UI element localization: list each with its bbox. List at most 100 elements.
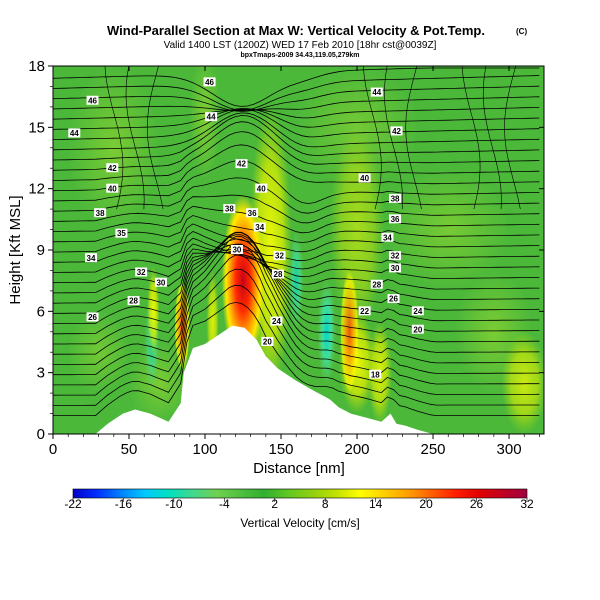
theta-contour-line: [504, 66, 521, 210]
theta-contour-line: [53, 205, 540, 234]
theta-contour-label-box: [223, 204, 236, 214]
theta-contour-label: 28: [274, 270, 283, 279]
theta-contour-line: [53, 108, 540, 140]
theta-contour-label-box: [154, 277, 167, 287]
theta-contour-label: 36: [391, 215, 400, 224]
plot-area: 46 46 44 44 44 42 42 42 40 40 40 38 38 38 36 36 35 34 34 34…: [53, 66, 544, 434]
theta-contour-label-box: [135, 267, 148, 277]
theta-contour-label-box: [127, 296, 140, 306]
velocity-blob: [288, 229, 304, 332]
theta-contour-label-box: [381, 232, 394, 242]
theta-contour-line: [53, 177, 540, 214]
velocity-blob: [147, 266, 160, 357]
theta-contour-line: [53, 238, 540, 325]
theta-contours: [53, 66, 540, 417]
theta-contour-label: 38: [391, 194, 400, 203]
colorbar-label: Vertical Velocity [cm/s]: [240, 516, 359, 530]
y-tick-label: 12: [28, 181, 45, 198]
colorbar-tick-label: -22: [64, 497, 82, 511]
theta-contour-label: 28: [372, 280, 381, 289]
theta-contour-line: [53, 215, 540, 243]
velocity-blob: [387, 168, 510, 291]
y-tick-label: 0: [37, 426, 45, 443]
theta-contour-labels: 46 46 44 44 44 42 42 42 40 40 40 38 38 38 36 36 35 34 34 34…: [68, 77, 424, 379]
theta-contour-label-box: [390, 126, 403, 136]
theta-contour-label-box: [86, 95, 99, 105]
theta-contour-line: [461, 66, 481, 210]
theta-contour-line: [53, 67, 540, 107]
theta-contour-label: 44: [70, 129, 79, 138]
theta-contour-label: 18: [371, 370, 380, 379]
y-tick-label: 3: [37, 365, 45, 382]
chart-title-mark: (C): [516, 27, 527, 36]
theta-contour-label: 20: [263, 338, 272, 347]
theta-contour-label: 46: [205, 78, 214, 87]
theta-contour-line: [53, 232, 540, 355]
y-tick-label: 18: [28, 58, 45, 75]
theta-contour-label: 20: [413, 325, 422, 334]
theta-contour-line: [53, 160, 540, 204]
theta-contour-label: 28: [129, 297, 138, 306]
theta-contour-line: [104, 66, 124, 210]
theta-contour-label: 40: [108, 184, 117, 193]
theta-contour-label-box: [411, 324, 424, 334]
colorbar-tick-label: -10: [165, 497, 183, 511]
colorbar-tick-label: 2: [271, 497, 278, 511]
theta-contour-label-box: [115, 228, 128, 238]
theta-contour-label-box: [273, 251, 286, 261]
terrain-profile: [53, 325, 434, 434]
theta-contour-label-box: [68, 128, 81, 138]
theta-contour-label: 30: [391, 264, 400, 273]
theta-contour-label: 38: [225, 205, 234, 214]
x-axis: 0 50 100 150 200 250 300: [49, 66, 540, 458]
theta-contour-label-box: [370, 279, 383, 289]
x-tick-label: 250: [421, 441, 446, 458]
theta-contour-line: [53, 112, 540, 151]
theta-contour-label: 40: [360, 174, 369, 183]
theta-contour-label-box: [389, 193, 402, 203]
theta-contour-label-box: [253, 222, 266, 232]
theta-contour-line: [53, 194, 540, 224]
velocity-blob: [296, 66, 418, 189]
theta-contour-label-box: [389, 263, 402, 273]
theta-contour-label-box: [387, 294, 400, 304]
theta-contour-label-box: [106, 183, 119, 193]
theta-contour-label: 42: [237, 160, 246, 169]
theta-contour-label: 44: [207, 113, 216, 122]
theta-contour-line: [53, 231, 540, 263]
theta-contour-label: 42: [392, 127, 401, 136]
chart-subtitle-2: bpxTmaps-2009 34.43,119.05,279km: [240, 52, 359, 59]
colorbar: [72, 488, 528, 499]
velocity-blob: [501, 331, 544, 434]
theta-contour-line: [405, 66, 422, 210]
colorbar-tick-label: 8: [322, 497, 329, 511]
theta-contour-line: [384, 66, 403, 210]
theta-contour-label-box: [205, 112, 218, 122]
theta-contour-line: [53, 243, 540, 284]
x-tick-label: 200: [345, 441, 370, 458]
theta-contour-label-box: [203, 77, 216, 87]
theta-contour-line: [53, 96, 540, 112]
theta-contour-line: [53, 248, 540, 294]
theta-contour-label-box: [358, 306, 371, 316]
theta-contour-label: 34: [87, 254, 96, 263]
theta-contour-line: [53, 115, 540, 161]
theta-contour-line: [53, 85, 540, 112]
velocity-blob: [329, 127, 385, 332]
colorbar-ticks: -22 -16 -10 -4 2 8 14 20 26 32: [64, 497, 534, 511]
theta-contour-label-box: [106, 163, 119, 173]
theta-contour-line: [53, 301, 540, 417]
theta-contour-line: [53, 243, 540, 376]
theta-contour-label: 30: [232, 246, 241, 255]
x-tick-label: 100: [192, 441, 217, 458]
theta-contour-label: 26: [389, 295, 398, 304]
theta-contour-line: [53, 144, 540, 192]
velocity-blob: [340, 270, 359, 394]
theta-contour-label-box: [369, 369, 382, 379]
theta-contour-line: [53, 107, 540, 120]
theta-contour-label: 46: [88, 96, 97, 105]
theta-contour-label: 36: [248, 209, 257, 218]
theta-contour-line: [53, 223, 540, 253]
